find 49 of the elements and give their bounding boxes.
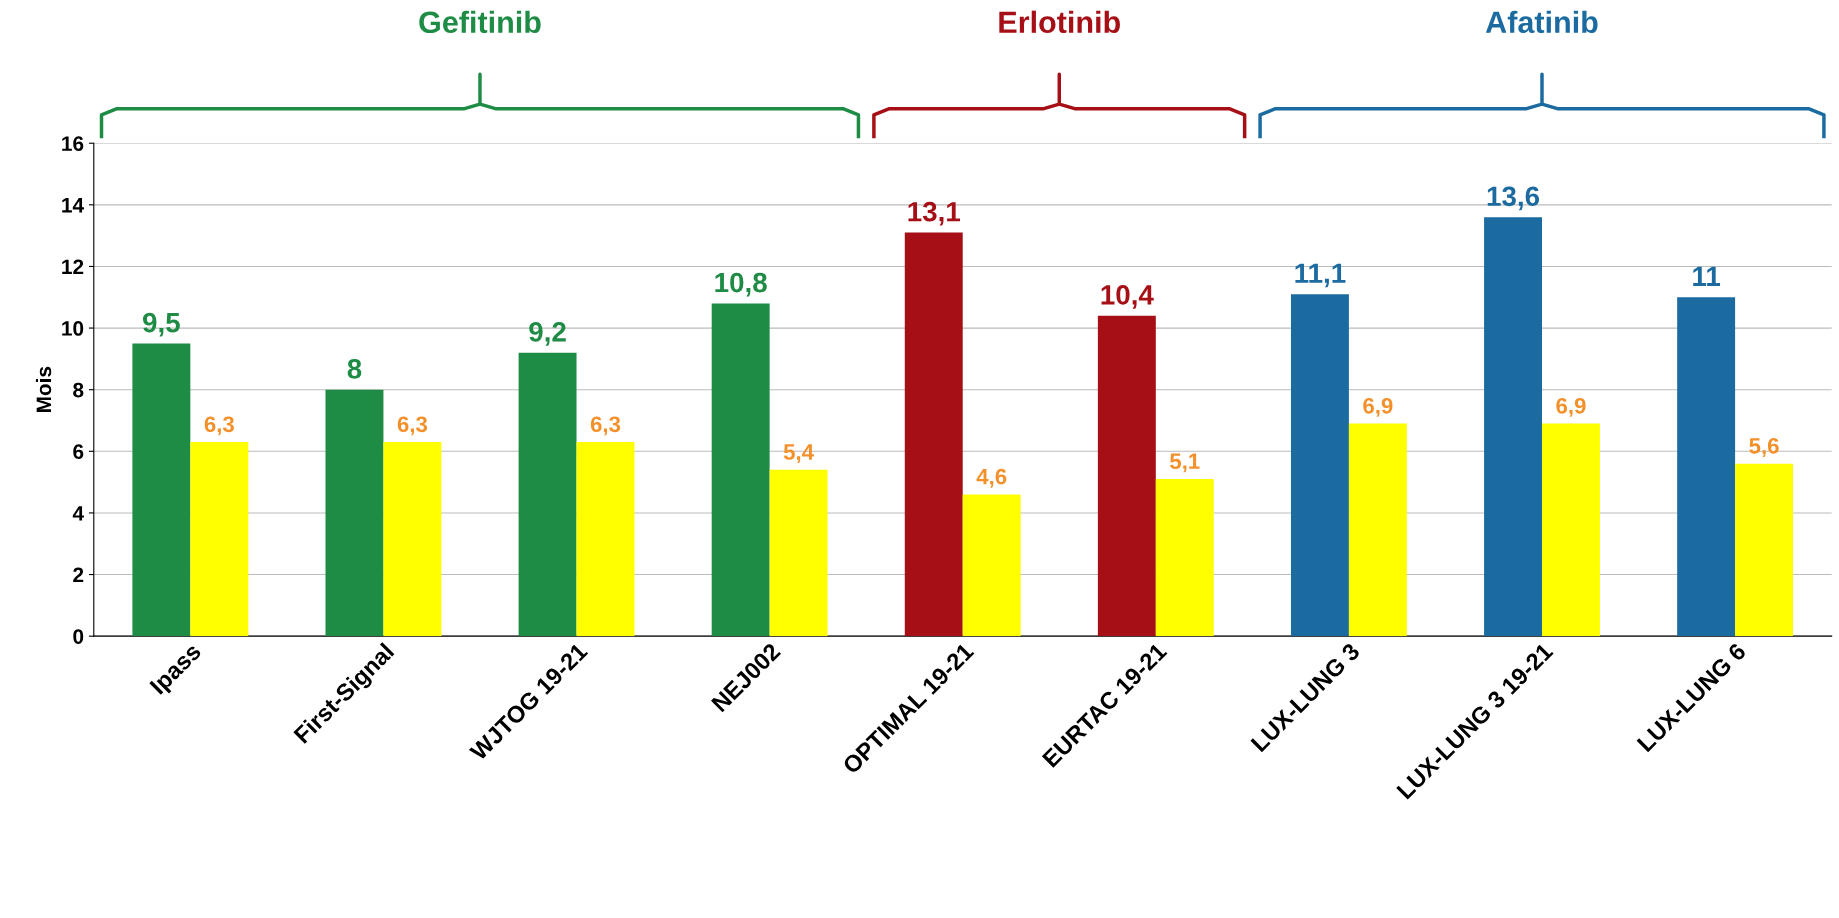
bar — [1155, 479, 1214, 637]
data-label: 10,8 — [715, 272, 767, 297]
text: Afatinib — [1485, 10, 1598, 34]
text: Erlotinib — [999, 10, 1120, 34]
data-label: 5,4 — [783, 444, 814, 464]
data-label: 6,3 — [397, 416, 428, 436]
data-label: 4,6 — [976, 468, 1007, 488]
y-tick-label: 2 — [73, 567, 84, 583]
data-label: 9,2 — [529, 322, 566, 346]
data-label: 6,3 — [590, 416, 621, 436]
bar — [1290, 294, 1349, 637]
bar — [1348, 423, 1407, 637]
data-label: 9,5 — [143, 312, 180, 337]
data-label: 5,6 — [1749, 437, 1779, 457]
bar — [1097, 315, 1156, 637]
bar — [1677, 297, 1736, 637]
bar — [190, 442, 249, 637]
y-tick-label: 0 — [73, 629, 84, 644]
data-label: 6,9 — [1556, 397, 1586, 417]
y-tick-label: 14 — [62, 198, 84, 213]
text: Gefitinib — [419, 10, 541, 34]
y-tick-label: 12 — [62, 259, 84, 274]
bar — [383, 442, 442, 637]
y-axis-title: Mois — [35, 366, 52, 413]
data-label: 11 — [1693, 266, 1721, 286]
y-tick-label: 4 — [72, 506, 84, 521]
data-label: 5,1 — [1170, 453, 1200, 473]
bar — [711, 303, 770, 637]
y-tick-label: 10 — [62, 321, 84, 336]
bar — [1484, 217, 1542, 637]
bar — [769, 469, 828, 637]
data-label: 13,1 — [908, 201, 961, 226]
data-label: 10,4 — [1101, 285, 1154, 309]
data-label: 6,3 — [204, 416, 234, 436]
bar — [132, 343, 191, 637]
bar — [1735, 463, 1794, 637]
bar — [962, 494, 1021, 637]
y-tick-label: 16 — [62, 136, 84, 151]
bar — [325, 389, 384, 637]
data-label: 6,9 — [1363, 397, 1393, 417]
bar — [1542, 423, 1600, 637]
data-label: 13,6 — [1487, 186, 1540, 211]
bar — [518, 352, 577, 637]
y-tick-label: 6 — [73, 444, 84, 460]
y-tick-label: 8 — [73, 382, 84, 398]
bar — [904, 232, 963, 637]
data-label: 11,1 — [1295, 263, 1346, 288]
bar — [576, 442, 635, 637]
data-label: 8 — [347, 358, 362, 379]
